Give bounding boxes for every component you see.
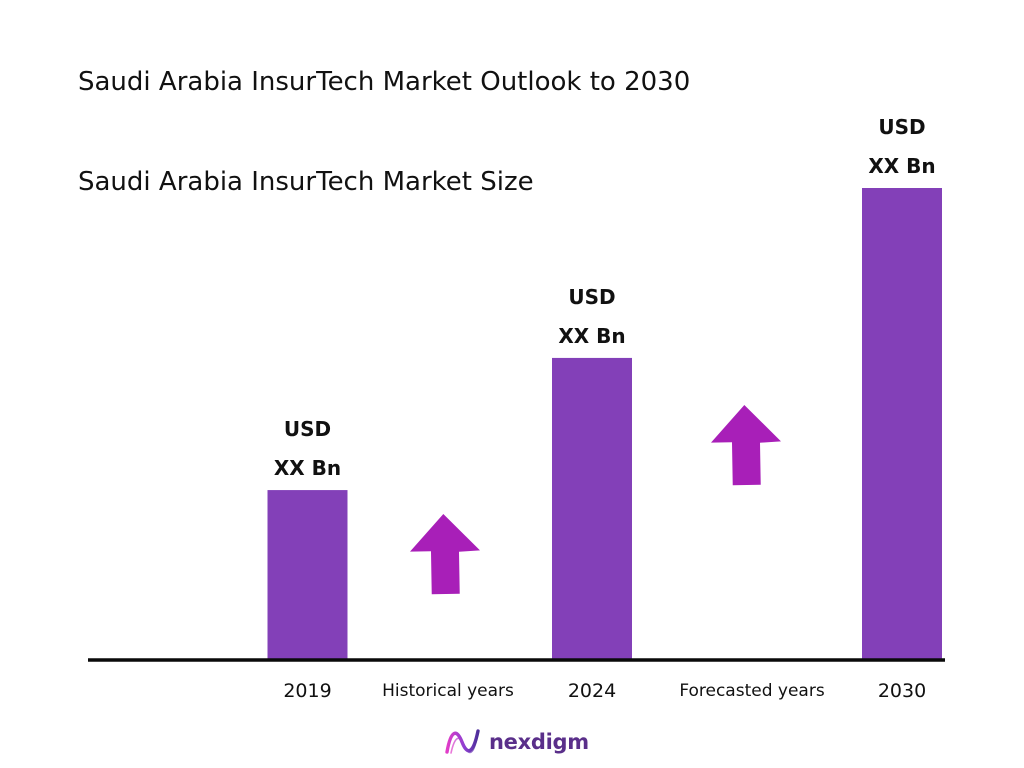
value-label-2030-line-1: USD bbox=[878, 115, 925, 139]
page-title: Saudi Arabia InsurTech Market Outlook to… bbox=[78, 67, 691, 97]
growth-arrow-icon-2 bbox=[710, 405, 781, 486]
period-label-2: Forecasted years bbox=[679, 681, 825, 701]
bar-2019 bbox=[267, 490, 348, 660]
x-tick-label-2019: 2019 bbox=[283, 680, 331, 702]
bars-layer bbox=[267, 188, 942, 660]
value-label-2019-line-2: XX Bn bbox=[274, 456, 341, 480]
bar-2024 bbox=[552, 357, 632, 660]
value-label-2024-line-1: USD bbox=[568, 285, 615, 309]
period-label-1: Historical years bbox=[382, 681, 514, 701]
nexdigm-logo-icon bbox=[445, 729, 480, 754]
value-label-2030-line-2: XX Bn bbox=[868, 154, 935, 178]
labels-layer: USD XX Bn 2019 USD XX Bn 2024 USD XX Bn 2030 Hist… bbox=[274, 115, 936, 702]
x-tick-label-2030: 2030 bbox=[878, 680, 926, 702]
value-label-2024-line-2: XX Bn bbox=[558, 324, 625, 348]
arrows-layer bbox=[409, 405, 781, 595]
x-tick-label-2024: 2024 bbox=[568, 680, 616, 702]
value-label-2019-line-1: USD bbox=[284, 417, 331, 441]
chart-subtitle: Saudi Arabia InsurTech Market Size bbox=[78, 167, 534, 197]
logo-text: nexdigm bbox=[489, 730, 589, 754]
bar-2030 bbox=[862, 188, 942, 660]
growth-arrow-icon-1 bbox=[409, 514, 480, 595]
nexdigm-logo: nexdigm bbox=[445, 727, 589, 757]
